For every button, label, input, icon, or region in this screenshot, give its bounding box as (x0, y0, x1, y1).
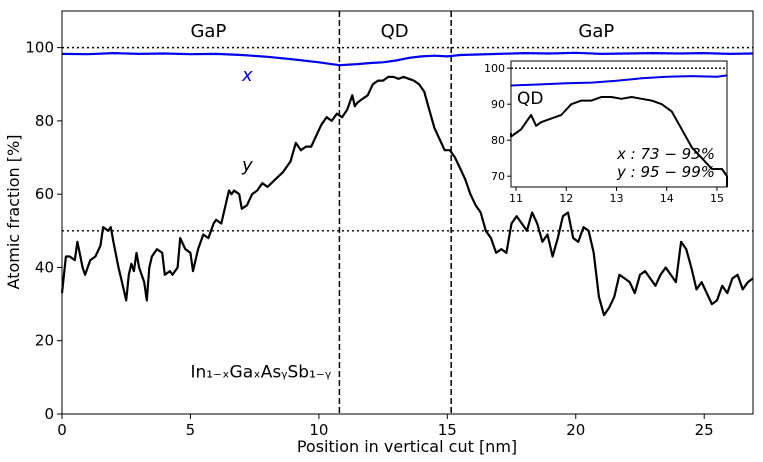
inset-region-label: QD (517, 89, 543, 109)
x-tick-label: 20 (566, 421, 585, 439)
inset-y-tick-label: 70 (491, 170, 505, 183)
inset-x-tick-label: 15 (710, 192, 724, 205)
inset-chart: 11 12 13 14 15 70 80 90 100 QD x : 73 − 93% y : … (484, 60, 728, 205)
y-tick-label: 80 (35, 112, 54, 130)
inset-x-tick-label: 12 (559, 192, 573, 205)
inset-x-tick-label: 14 (660, 192, 674, 205)
x-axis-label: Position in vertical cut [nm] (297, 437, 517, 456)
inset-y-tick-label: 80 (491, 134, 505, 147)
formula-label: In₁₋ₓGaₓAsᵧSb₁₋ᵧ (190, 362, 331, 382)
inset-plot-area (511, 61, 727, 187)
region-label-gap-right: GaP (578, 21, 614, 42)
plot-frame (61, 10, 754, 415)
series-line-x (61, 51, 754, 67)
y-tick-label: 40 (35, 258, 54, 276)
y-tick-label: 0 (44, 405, 54, 423)
y-tick-label: 20 (35, 332, 54, 350)
inset-x-tick-label: 13 (609, 192, 623, 205)
inset-annotation-x: x : 73 − 93% (616, 145, 715, 163)
series-label-x: x (241, 65, 253, 86)
region-label-qd: QD (381, 21, 409, 42)
inset-y-tick-label: 90 (491, 98, 505, 111)
inset-x-tick-label: 11 (509, 192, 523, 205)
x-tick-label: 5 (186, 421, 196, 439)
x-tick-label: 25 (695, 421, 714, 439)
y-axis-label: Atomic fraction [%] (4, 135, 23, 290)
series-label-y: y (241, 155, 253, 176)
y-tick-label: 60 (35, 185, 54, 203)
inset-series-line-x (510, 74, 728, 87)
inset-frame (510, 60, 728, 188)
region-label-gap-left: GaP (190, 21, 226, 42)
x-tick-label: 0 (57, 421, 67, 439)
x-tick-label: 10 (309, 421, 328, 439)
x-tick-label: 15 (438, 421, 457, 439)
inset-annotation-y: y : 95 − 99% (616, 163, 715, 181)
inset-y-tick-label: 100 (484, 62, 505, 75)
inset-series-line-y (510, 96, 728, 187)
y-tick-label: 100 (25, 39, 54, 57)
series-line-y (60, 75, 754, 317)
